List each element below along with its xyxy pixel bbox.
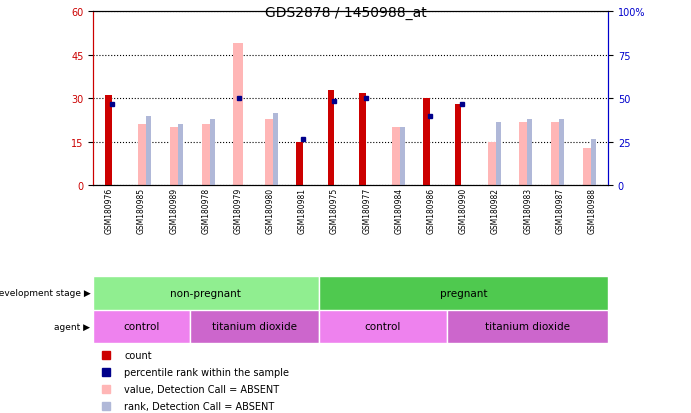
Text: GSM180983: GSM180983 xyxy=(523,188,532,234)
Bar xyxy=(190,310,319,343)
Bar xyxy=(138,125,148,186)
Text: titanium dioxide: titanium dioxide xyxy=(485,321,570,331)
Bar xyxy=(105,96,112,186)
Bar xyxy=(209,119,215,186)
Bar xyxy=(319,277,608,310)
Bar xyxy=(527,119,532,186)
Bar xyxy=(93,277,319,310)
Bar xyxy=(273,114,278,186)
Bar xyxy=(93,310,190,343)
Text: GSM180981: GSM180981 xyxy=(298,188,307,234)
Bar xyxy=(170,128,180,186)
Text: GSM180986: GSM180986 xyxy=(426,188,435,234)
Bar xyxy=(520,122,529,186)
Text: GSM180990: GSM180990 xyxy=(459,188,468,234)
Bar xyxy=(328,90,334,186)
Text: non-pregnant: non-pregnant xyxy=(171,288,241,298)
Text: pregnant: pregnant xyxy=(439,288,487,298)
Text: GDS2878 / 1450988_at: GDS2878 / 1450988_at xyxy=(265,6,426,20)
Bar xyxy=(423,99,430,186)
Text: GSM180982: GSM180982 xyxy=(491,188,500,234)
Bar xyxy=(495,122,500,186)
Bar xyxy=(551,122,561,186)
Bar xyxy=(202,125,211,186)
Text: GSM180977: GSM180977 xyxy=(362,188,371,234)
Bar xyxy=(178,125,183,186)
Text: control: control xyxy=(365,321,401,331)
Text: GSM180979: GSM180979 xyxy=(234,188,243,234)
Text: development stage ▶: development stage ▶ xyxy=(0,289,91,298)
Bar xyxy=(296,142,303,186)
Text: GSM180980: GSM180980 xyxy=(266,188,275,234)
Text: GSM180988: GSM180988 xyxy=(587,188,596,234)
Bar xyxy=(559,119,564,186)
Text: percentile rank within the sample: percentile rank within the sample xyxy=(124,367,289,377)
Text: GSM180989: GSM180989 xyxy=(169,188,178,234)
Text: GSM180987: GSM180987 xyxy=(556,188,565,234)
Text: control: control xyxy=(124,321,160,331)
Bar xyxy=(319,310,447,343)
Bar xyxy=(591,140,596,186)
Text: value, Detection Call = ABSENT: value, Detection Call = ABSENT xyxy=(124,384,279,394)
Bar xyxy=(234,44,243,186)
Text: count: count xyxy=(124,351,152,361)
Text: GSM180985: GSM180985 xyxy=(137,188,146,234)
Bar xyxy=(488,142,498,186)
Text: GSM180984: GSM180984 xyxy=(395,188,404,234)
Bar xyxy=(447,310,608,343)
Bar xyxy=(265,119,275,186)
Text: titanium dioxide: titanium dioxide xyxy=(211,321,296,331)
Bar xyxy=(583,148,593,186)
Text: GSM180975: GSM180975 xyxy=(330,188,339,234)
Bar xyxy=(359,93,366,186)
Text: GSM180978: GSM180978 xyxy=(201,188,210,234)
Bar xyxy=(146,116,151,186)
Text: GSM180976: GSM180976 xyxy=(105,188,114,234)
Text: agent ▶: agent ▶ xyxy=(55,322,91,331)
Bar xyxy=(400,128,405,186)
Bar xyxy=(392,128,402,186)
Text: rank, Detection Call = ABSENT: rank, Detection Call = ABSENT xyxy=(124,401,274,411)
Bar xyxy=(455,105,462,186)
